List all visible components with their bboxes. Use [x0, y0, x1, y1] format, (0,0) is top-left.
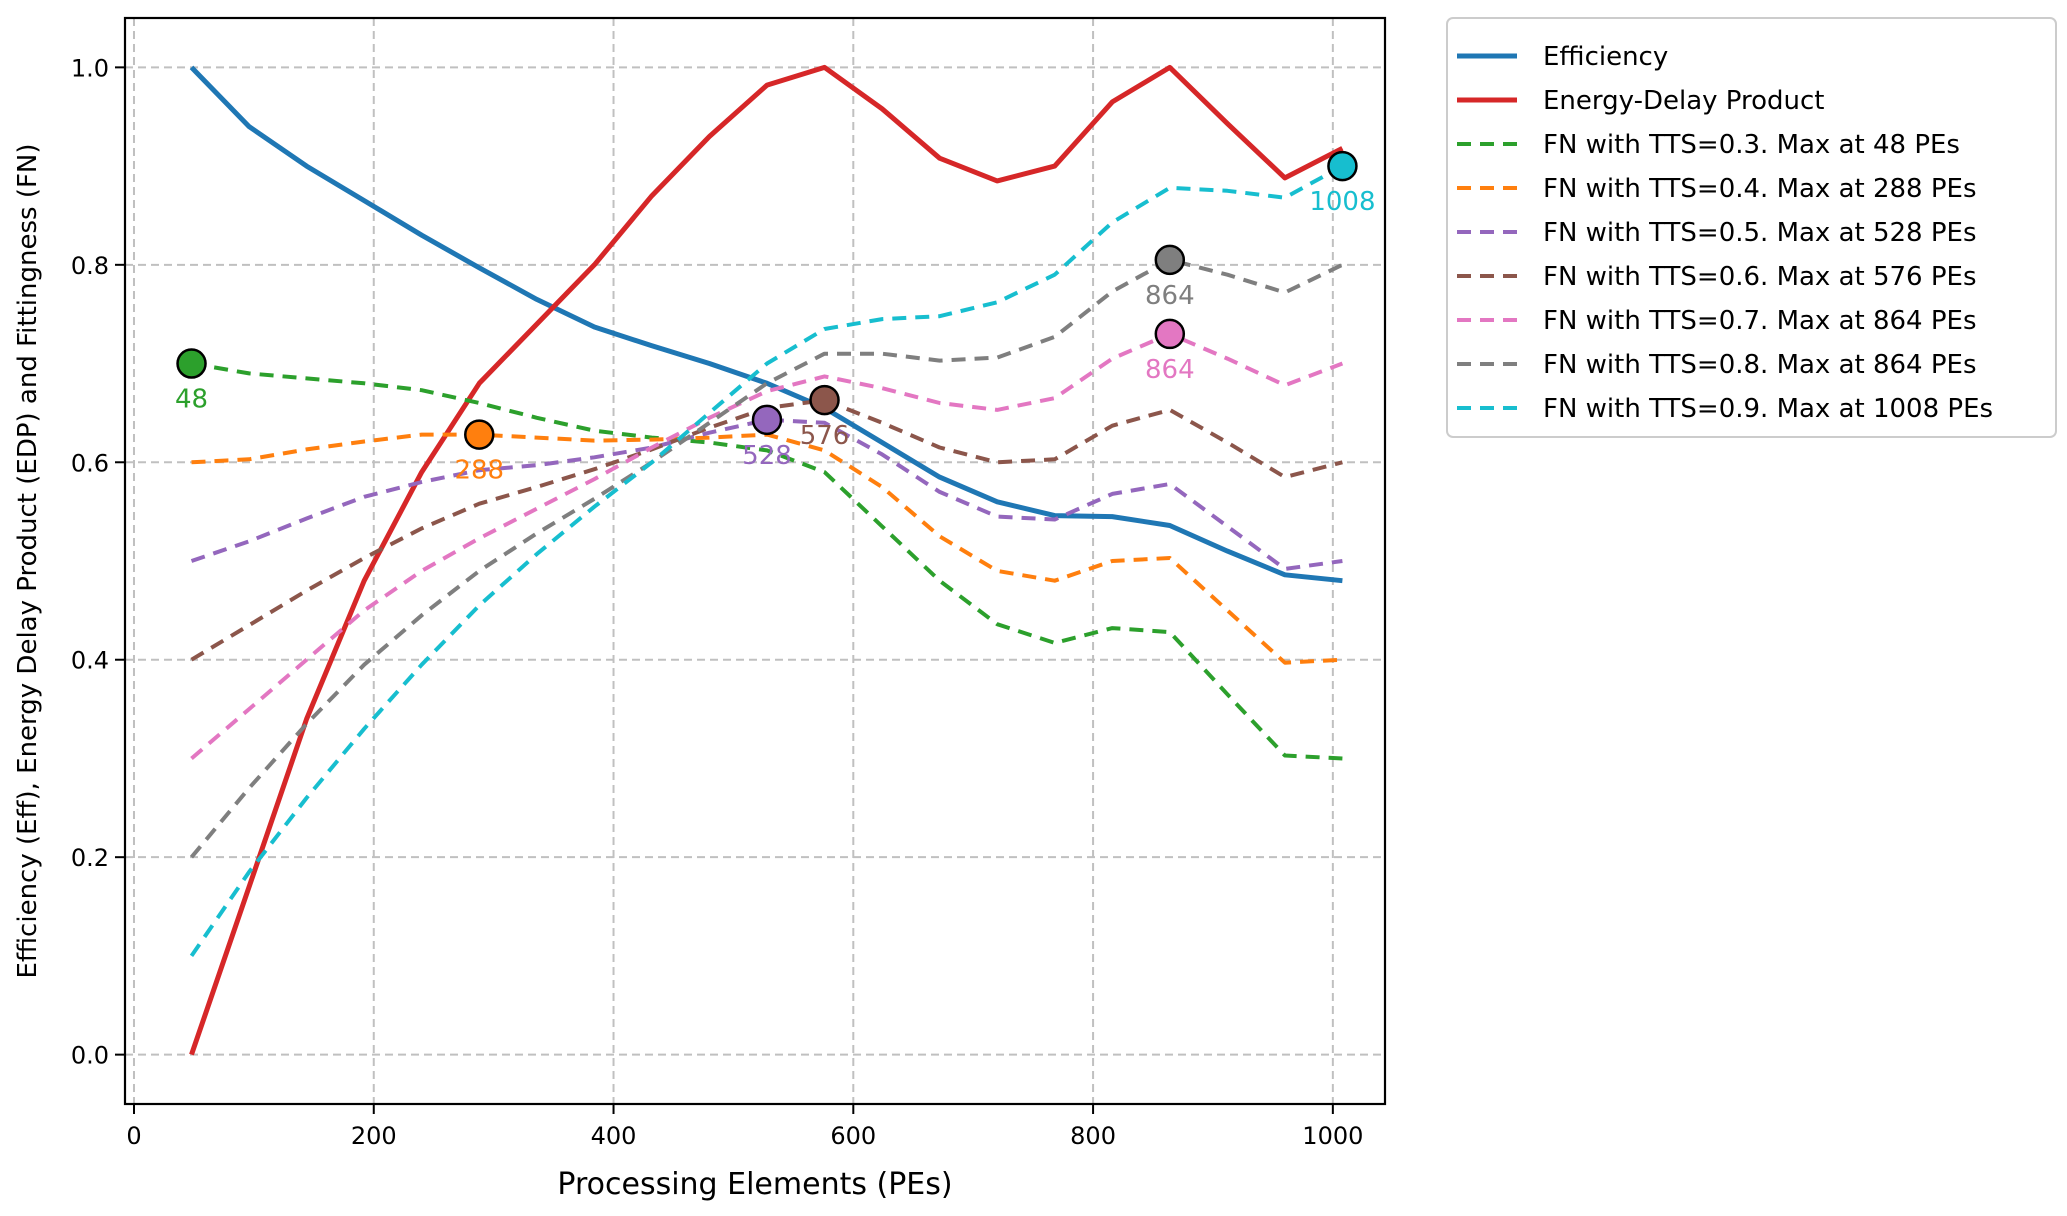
series-fn-with-tts-0-7-max-at-864-pes-line — [190, 331, 1344, 761]
max-marker — [1327, 150, 1358, 182]
legend-label: FN with TTS=0.7. Max at 864 PEs — [1543, 306, 1977, 336]
legend-entry: FN with TTS=0.3. Max at 48 PEs — [1457, 130, 1960, 160]
max-marker — [751, 404, 783, 436]
max-annotation: 864 — [1145, 355, 1195, 385]
max-marker — [176, 348, 207, 379]
x-tick-label: 0 — [126, 1122, 141, 1150]
series-efficiency-line — [189, 65, 1343, 584]
max-annotation: 528 — [742, 441, 792, 471]
legend-label: Efficiency — [1543, 42, 1668, 72]
max-markers: 48 288 528 576 864 864 1008 — [175, 150, 1376, 486]
series-energy-delay-product-line — [189, 64, 1344, 1056]
legend-entry: FN with TTS=0.7. Max at 864 PEs — [1457, 306, 1977, 336]
legend-entry: Energy-Delay Product — [1457, 86, 1825, 116]
y-tick-label: 0.2 — [71, 844, 109, 872]
legend-label: FN with TTS=0.6. Max at 576 PEs — [1543, 262, 1977, 292]
legend-entry: FN with TTS=0.5. Max at 528 PEs — [1457, 218, 1977, 248]
y-axis: 0.0 0.2 0.4 0.6 0.8 1.0 — [71, 54, 125, 1070]
max-annotation: 1008 — [1309, 187, 1375, 217]
x-axis-label: Processing Elements (PEs) — [557, 1167, 952, 1202]
series-fn-with-tts-0-9-max-at-1008-pes-line — [189, 164, 1344, 958]
series-fn-with-tts-0-8-max-at-864-pes-line — [189, 257, 1344, 859]
legend-label: Energy-Delay Product — [1543, 86, 1825, 116]
legend-label: FN with TTS=0.4. Max at 288 PEs — [1543, 174, 1977, 204]
legend-entry: Efficiency — [1457, 42, 1668, 72]
legend-entry: FN with TTS=0.9. Max at 1008 PEs — [1457, 394, 1993, 424]
legend-entry: FN with TTS=0.4. Max at 288 PEs — [1457, 174, 1977, 204]
max-marker — [464, 419, 495, 450]
legend-entry: FN with TTS=0.6. Max at 576 PEs — [1457, 262, 1977, 292]
grid — [125, 18, 1385, 1104]
max-annotation: 48 — [175, 385, 208, 415]
x-tick-label: 1000 — [1302, 1122, 1363, 1150]
axes-frame — [123, 16, 1387, 1106]
y-tick-label: 1.0 — [71, 54, 109, 82]
y-tick-label: 0.6 — [71, 449, 109, 477]
x-axis: 0 200 400 600 800 1000 — [126, 1104, 1363, 1150]
max-marker — [1154, 244, 1186, 276]
x-tick-label: 600 — [830, 1122, 876, 1150]
legend-entry: FN with TTS=0.8. Max at 864 PEs — [1457, 350, 1977, 380]
legend-label: FN with TTS=0.9. Max at 1008 PEs — [1543, 394, 1993, 424]
max-marker — [1154, 318, 1186, 350]
legend: Efficiency Energy-Delay Product FN with TT… — [1446, 17, 2057, 438]
y-tick-label: 0.8 — [71, 252, 109, 280]
y-tick-label: 0.0 — [71, 1042, 109, 1070]
legend-label: FN with TTS=0.8. Max at 864 PEs — [1543, 350, 1977, 380]
legend-label: FN with TTS=0.3. Max at 48 PEs — [1543, 130, 1960, 160]
series-fn-with-tts-0-3-max-at-48-pes-line — [191, 361, 1343, 761]
max-annotation: 288 — [454, 456, 504, 486]
max-annotation: 576 — [800, 421, 850, 451]
y-tick-label: 0.4 — [71, 647, 109, 675]
max-annotation: 864 — [1145, 281, 1195, 311]
legend-label: FN with TTS=0.5. Max at 528 PEs — [1543, 218, 1977, 248]
y-axis-label: Efficiency (Eff), Energy Delay Product (… — [13, 143, 43, 978]
legend-box — [1446, 17, 2057, 438]
x-tick-label: 800 — [1070, 1122, 1116, 1150]
x-tick-label: 200 — [351, 1122, 397, 1150]
max-marker — [809, 384, 840, 416]
x-tick-label: 400 — [591, 1122, 637, 1150]
